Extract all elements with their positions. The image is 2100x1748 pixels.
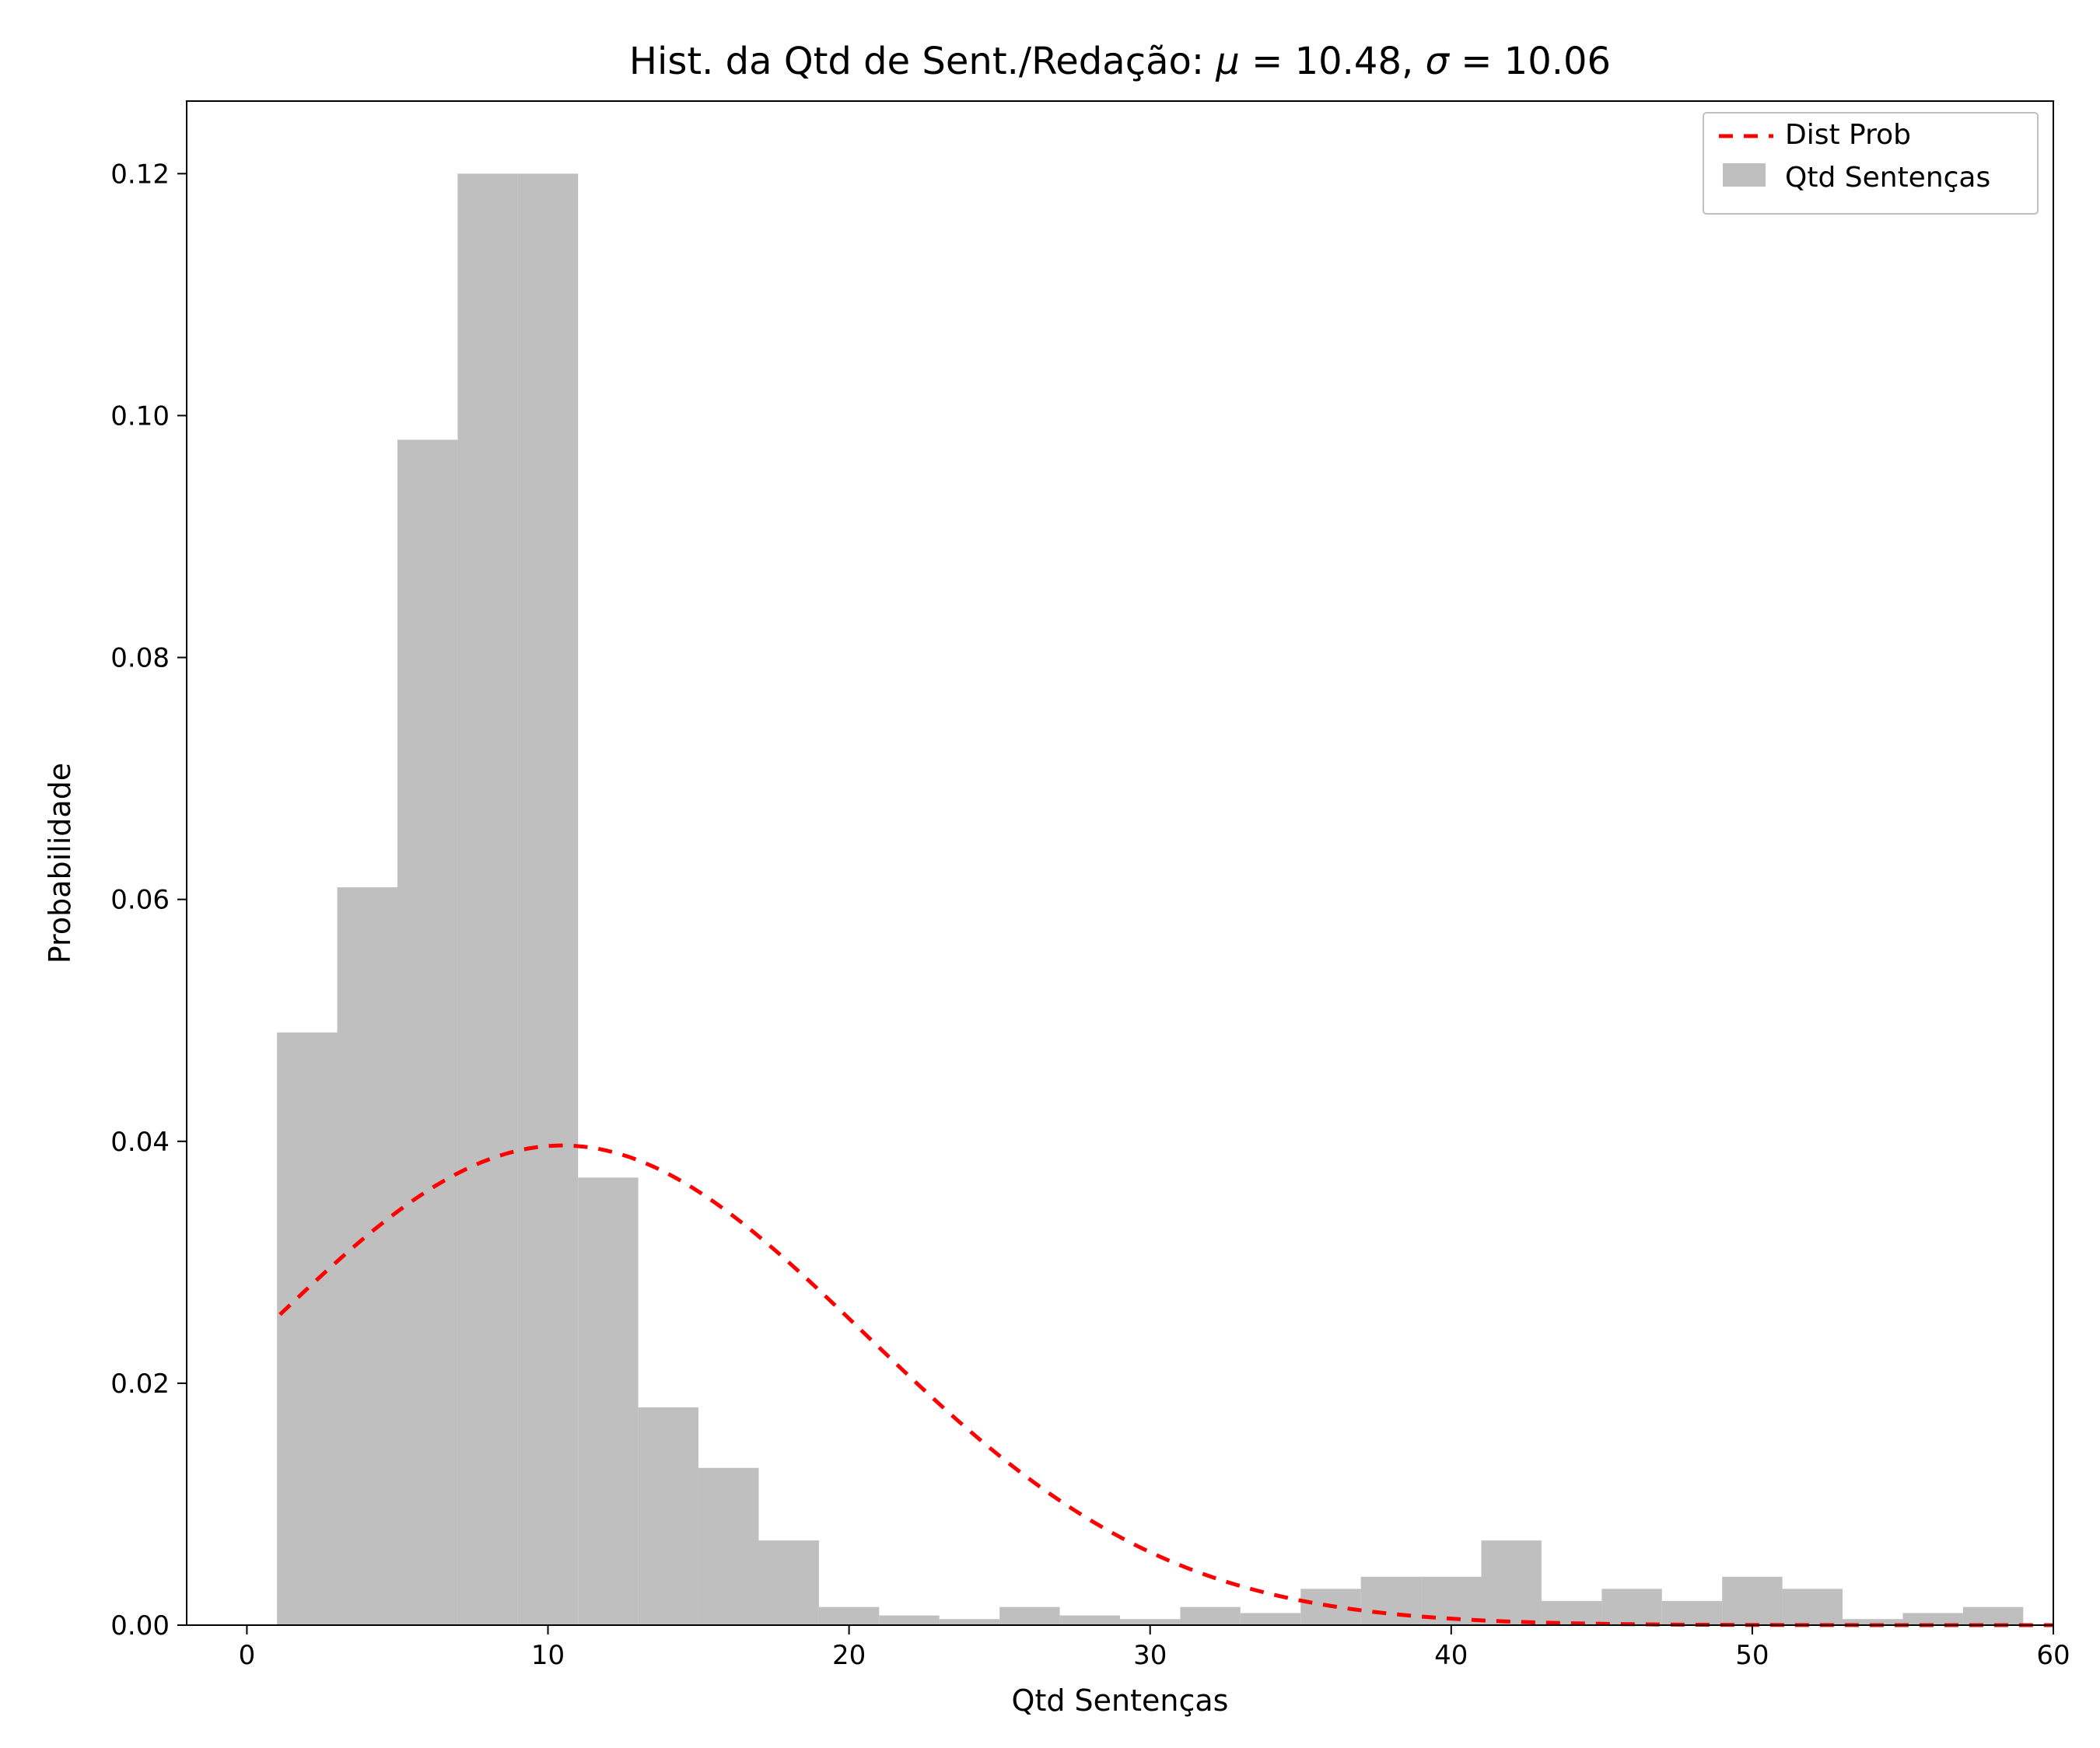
- x-tick-label: 20: [832, 1640, 866, 1671]
- title-sep: ,: [1402, 40, 1426, 83]
- x-tick-label: 40: [1434, 1640, 1468, 1671]
- histogram-bar: [338, 887, 397, 1625]
- legend-label: Qtd Sentenças: [1785, 162, 1990, 194]
- title-prefix: Hist. da Qtd de Sent./Redação:: [629, 40, 1216, 83]
- y-tick-label: 0.04: [110, 1127, 170, 1158]
- histogram-bar: [1722, 1577, 1782, 1625]
- histogram-bar: [1180, 1607, 1240, 1625]
- histogram-bar: [819, 1607, 879, 1625]
- sigma-symbol: σ: [1426, 40, 1451, 83]
- histogram-bar: [698, 1468, 758, 1625]
- histogram-bar: [999, 1607, 1059, 1625]
- legend: Dist Prob Qtd Sentenças: [1703, 113, 2038, 214]
- histogram-bar: [277, 1033, 337, 1625]
- x-tick-label: 10: [531, 1640, 565, 1671]
- legend-label: Dist Prob: [1785, 119, 1911, 151]
- mu-symbol: μ: [1215, 40, 1240, 83]
- y-tick-label: 0.02: [110, 1369, 170, 1400]
- histogram-bar: [639, 1407, 698, 1625]
- y-tick-label: 0.10: [110, 400, 170, 432]
- histogram-bar: [879, 1616, 939, 1625]
- x-tick-label: 30: [1133, 1640, 1167, 1671]
- y-tick-label: 0.06: [110, 885, 170, 916]
- chart-frame: 0 10 20 30 40 50 60 0.00 0.02 0.04 0.06 0.08 0.10 0.1…: [16, 16, 2084, 1732]
- histogram-bar: [940, 1619, 999, 1625]
- mu-value: = 10.48: [1240, 40, 1402, 83]
- histogram-bar: [1361, 1577, 1421, 1625]
- y-tick-label: 0.00: [110, 1610, 170, 1641]
- y-ticks: 0.00 0.02 0.04 0.06 0.08 0.10 0.12: [110, 159, 187, 1641]
- histogram-bar: [1060, 1616, 1120, 1625]
- histogram-bar: [1783, 1589, 1843, 1625]
- histogram-bar: [518, 173, 578, 1625]
- y-tick-label: 0.12: [110, 159, 170, 190]
- figure-container: 0 10 20 30 40 50 60 0.00 0.02 0.04 0.06 0.08 0.10 0.1…: [0, 0, 2100, 1748]
- x-axis-label: Qtd Sentenças: [1012, 1683, 1229, 1718]
- x-tick-label: 0: [239, 1640, 256, 1671]
- x-tick-label: 60: [2036, 1640, 2070, 1671]
- histogram-bar: [1120, 1619, 1180, 1625]
- histogram-bar: [1601, 1589, 1661, 1625]
- histogram-bar: [578, 1177, 638, 1625]
- y-axis-label: Probabilidade: [43, 763, 77, 963]
- histogram-chart: 0 10 20 30 40 50 60 0.00 0.02 0.04 0.06 0.08 0.10 0.1…: [16, 16, 2084, 1732]
- chart-title: Hist. da Qtd de Sent./Redação: μ = 10.48…: [629, 40, 1611, 83]
- histogram-bar: [397, 440, 457, 1625]
- histogram-bar: [1963, 1607, 2023, 1625]
- x-ticks: 0 10 20 30 40 50 60: [239, 1625, 2070, 1671]
- legend-patch-swatch: [1723, 163, 1766, 187]
- histogram-bar: [758, 1540, 818, 1625]
- histogram-bar: [1662, 1601, 1722, 1625]
- histogram-bar: [457, 173, 517, 1625]
- y-tick-label: 0.08: [110, 643, 170, 674]
- histogram-bar: [1241, 1613, 1300, 1625]
- x-tick-label: 50: [1735, 1640, 1769, 1671]
- histogram-bar: [1482, 1540, 1542, 1625]
- sigma-value: = 10.06: [1449, 40, 1611, 83]
